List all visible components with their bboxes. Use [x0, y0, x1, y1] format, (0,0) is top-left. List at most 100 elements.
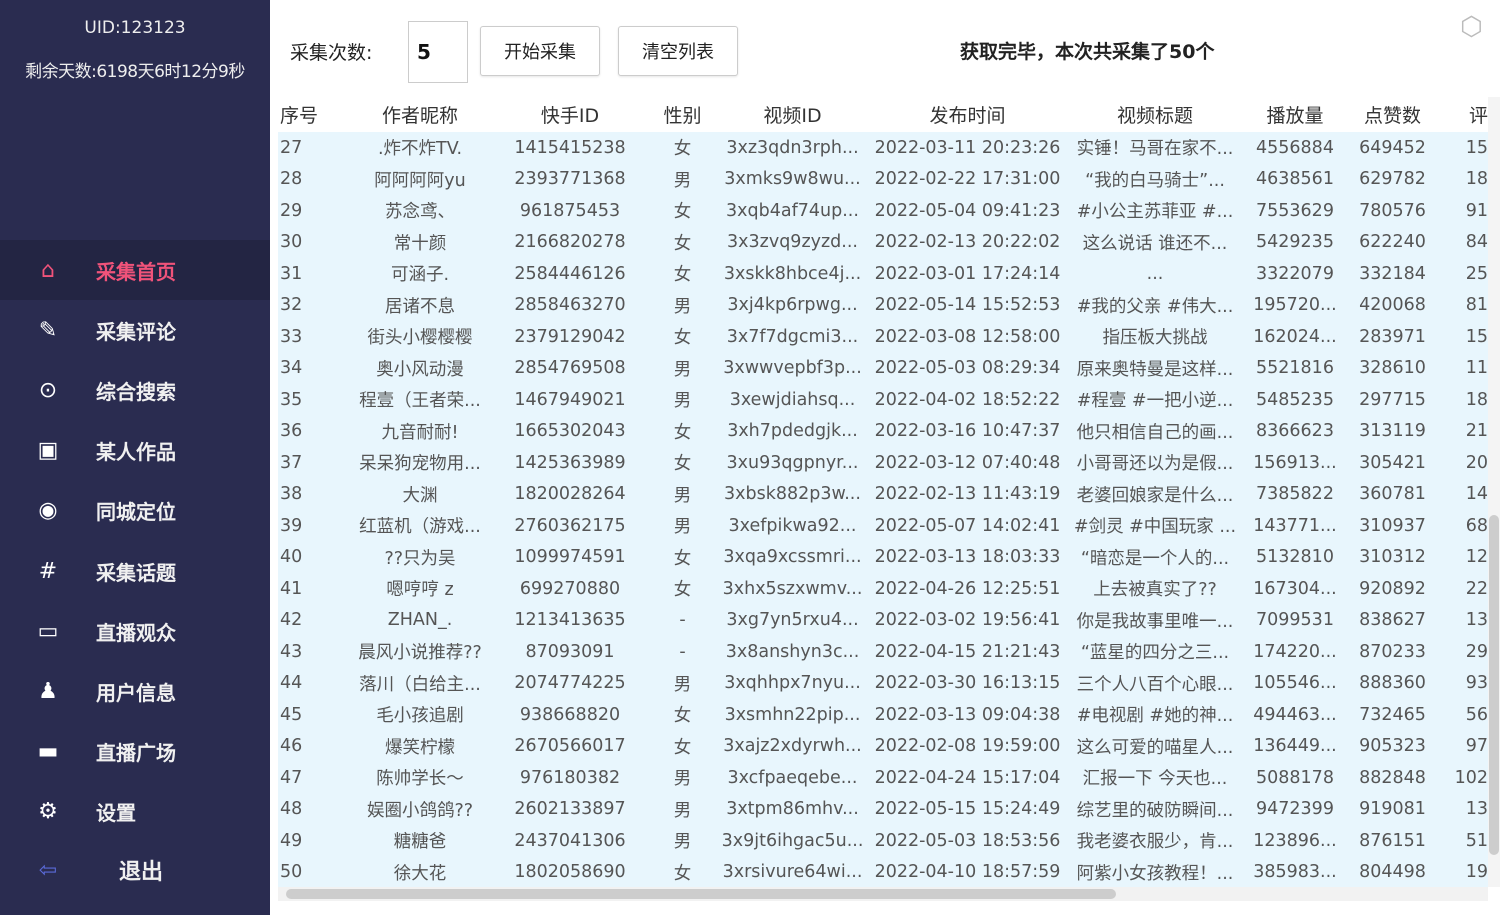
column-header[interactable]: 播放量 [1266, 105, 1324, 127]
table-row[interactable]: 34 奥小风动漫 2854769508 男 3xwwvepbf3p... 2022-05-… [278, 353, 1488, 385]
table-cell: 28 [280, 169, 303, 190]
column-header[interactable]: 性别 [663, 105, 702, 127]
sidebar-item-2[interactable]: ⊙ 综合搜索 [0, 360, 270, 420]
table-cell: #我的父亲 #伟大... [1076, 296, 1234, 317]
table-row[interactable]: 49 糖糖爸 2437041306 男 3x9jt6ihgac5u... 2022-05-… [278, 825, 1488, 857]
table-row[interactable]: 41 嗯哼哼 z 699270880 女 3xhx5szxwmv... 2022-04-2… [278, 573, 1488, 605]
vertical-scrollbar[interactable] [1488, 97, 1500, 887]
sidebar-item-label: 采集评论 [96, 319, 176, 344]
table-cell: 2437041306 [514, 830, 626, 851]
sidebar-item-5[interactable]: # 采集话题 [0, 541, 270, 601]
table-cell: 红蓝机（游戏... [359, 517, 481, 538]
table-row[interactable]: 50 徐大花 1802058690 女 3xrsivure64wi... 2022-04-… [278, 857, 1488, 888]
table-cell: - [679, 641, 686, 662]
table-cell: 938668820 [519, 704, 621, 725]
table-row[interactable]: 44 落川（白给主... 2074774225 男 3xqhhpx7nyu... 2022… [278, 668, 1488, 700]
table-cell: 136449... [1253, 736, 1337, 757]
sidebar-item-7[interactable]: ♟ 用户信息 [0, 661, 270, 721]
sidebar-item-6[interactable]: ▭ 直播观众 [0, 601, 270, 661]
sidebar-item-4[interactable]: ◉ 同城定位 [0, 481, 270, 541]
table-cell: 2022-03-30 16:13:15 [874, 673, 1061, 694]
table-cell: ??只为吴 [384, 548, 456, 569]
table-cell: 870233 [1359, 641, 1426, 662]
column-header[interactable]: 点赞数 [1363, 105, 1421, 127]
table-cell: 699270880 [519, 578, 621, 599]
table-row[interactable]: 36 九音耐耐! 1665302043 女 3xh7pdedgjk... 2022-03-… [278, 416, 1488, 448]
table-cell: 156913... [1253, 452, 1337, 473]
table-cell: 31 [280, 263, 303, 284]
table-cell: 3xqb4af74up... [726, 200, 859, 221]
table-row[interactable]: 33 街头小樱樱樱 2379129042 女 3x7f7dgcmi3... 2022-03… [278, 321, 1488, 353]
table-row[interactable]: 45 毛小孩追剧 938668820 女 3xsmhn22pip... 2022-03-1… [278, 699, 1488, 731]
table-row[interactable]: 47 陈帅学长～ 976180382 男 3xcfpaeqebe... 2022-04-2… [278, 762, 1488, 794]
table-cell: 3xmks9w8wu... [724, 169, 861, 190]
table-cell: 49 [280, 830, 303, 851]
table-row[interactable]: 43 晨风小说推荐?? 87093091 - 3x8anshyn3c... 2022-04… [278, 636, 1488, 668]
table-cell: 7385822 [1256, 484, 1334, 505]
table-cell: 男 [673, 800, 692, 821]
column-header[interactable]: 序号 [280, 105, 319, 127]
table-cell: 1467949021 [514, 389, 626, 410]
table-row[interactable]: 48 娱圈小鸽鸽?? 2602133897 男 3xtpm86mhv... 2022-05… [278, 794, 1488, 826]
table-cell: 3xg7yn5rxu4... [726, 610, 859, 631]
table-cell: 961875453 [519, 200, 621, 221]
horizontal-scrollbar[interactable] [278, 887, 1488, 901]
table-cell: “我的白马骑士”... [1085, 170, 1225, 191]
edit-icon: ✎ [38, 317, 58, 343]
column-header[interactable]: 评 [1468, 105, 1488, 127]
table-row[interactable]: 37 呆呆狗宠物用... 1425363989 女 3xu93qgpnyr... 2022… [278, 447, 1488, 479]
table-cell: 可涵子. [390, 265, 450, 286]
clear-button[interactable]: 清空列表 [618, 26, 738, 76]
table-row[interactable]: 27 .炸不炸TV. 1415415238 女 3xz3qdn3rph... 2022-0… [278, 132, 1488, 164]
table-row[interactable]: 42 ZHAN_. 1213413635 - 3xg7yn5rxu4... 2022-03… [278, 605, 1488, 637]
table-cell: 68 [1465, 515, 1488, 536]
table-cell: 3xqhhpx7nyu... [724, 673, 861, 694]
table-cell: .炸不炸TV. [377, 139, 463, 160]
table-cell: 常十颜 [393, 233, 447, 254]
table-row[interactable]: 40 ??只为吴 1099974591 女 3xqa9xcssmri... 2022-03… [278, 542, 1488, 574]
table-cell: 9472399 [1256, 799, 1334, 820]
table-cell: 30 [280, 232, 303, 253]
table-cell: 7099531 [1256, 610, 1334, 631]
table-row[interactable]: 31 可涵子. 2584446126 女 3xskk8hbce4j... 2022-03-… [278, 258, 1488, 290]
table-cell: 2022-04-10 18:57:59 [874, 862, 1061, 883]
table-row[interactable]: 29 苏念鸢、 961875453 女 3xqb4af74up... 2022-05-04… [278, 195, 1488, 227]
exit-button[interactable]: ⇦ 退出 [0, 840, 270, 900]
start-button[interactable]: 开始采集 [480, 26, 600, 76]
vertical-scroll-thumb[interactable] [1489, 515, 1499, 855]
table-cell: 780576 [1359, 200, 1426, 221]
hexagon-settings-icon[interactable]: ⬡ [1460, 12, 1483, 42]
table-cell: 5132810 [1256, 547, 1334, 568]
table-cell: 40 [280, 547, 303, 568]
table-cell: 指压板大挑战 [1102, 328, 1208, 349]
horizontal-scroll-thumb[interactable] [286, 889, 1116, 899]
table-cell: 1415415238 [514, 137, 626, 158]
table-cell: 3xqa9xcssmri... [723, 547, 862, 568]
column-header[interactable]: 快手ID [540, 105, 600, 127]
table-cell: 3x8anshyn3c... [725, 641, 860, 662]
table-cell: 97 [1465, 736, 1488, 757]
sidebar-item-1[interactable]: ✎ 采集评论 [0, 300, 270, 360]
table-cell: 310937 [1359, 515, 1426, 536]
table-row[interactable]: 35 程壹（王者荣... 1467949021 男 3xewjdiahsq... 2022… [278, 384, 1488, 416]
column-header[interactable]: 作者昵称 [381, 105, 458, 127]
column-header[interactable]: 视频标题 [1116, 105, 1193, 127]
table-row[interactable]: 46 爆笑柠檬 2670566017 女 3xajz2xdyrwh... 2022-02-… [278, 731, 1488, 763]
table-row[interactable]: 32 居诸不息 2858463270 男 3xj4kp6rpwg... 2022-05-1… [278, 290, 1488, 322]
table-row[interactable]: 30 常十颜 2166820278 女 3x3zvq9zyzd... 2022-02-13… [278, 227, 1488, 259]
sidebar-item-0[interactable]: ⌂ 采集首页 [0, 240, 270, 300]
table-cell: 41 [280, 578, 303, 599]
sidebar-item-8[interactable]: ▬ 直播广场 [0, 722, 270, 782]
sidebar-item-9[interactable]: ⚙ 设置 [0, 782, 270, 842]
sidebar-item-label: 直播观众 [96, 620, 176, 645]
count-input[interactable]: 5 [408, 21, 468, 83]
column-header[interactable]: 视频ID [763, 105, 822, 127]
hashtag-icon: # [38, 558, 58, 584]
column-header[interactable]: 发布时间 [929, 105, 1006, 127]
table-row[interactable]: 28 阿阿阿阿yu 2393771368 男 3xmks9w8wu... 2022-02-… [278, 164, 1488, 196]
table-row[interactable]: 38 大渊 1820028264 男 3xbsk882p3w... 2022-02-13 … [278, 479, 1488, 511]
sidebar-item-3[interactable]: ▣ 某人作品 [0, 421, 270, 481]
table-cell: 310312 [1359, 547, 1426, 568]
table-row[interactable]: 39 红蓝机（游戏... 2760362175 男 3xefpikwa92... 2022… [278, 510, 1488, 542]
table-cell: 11 [1465, 358, 1488, 379]
